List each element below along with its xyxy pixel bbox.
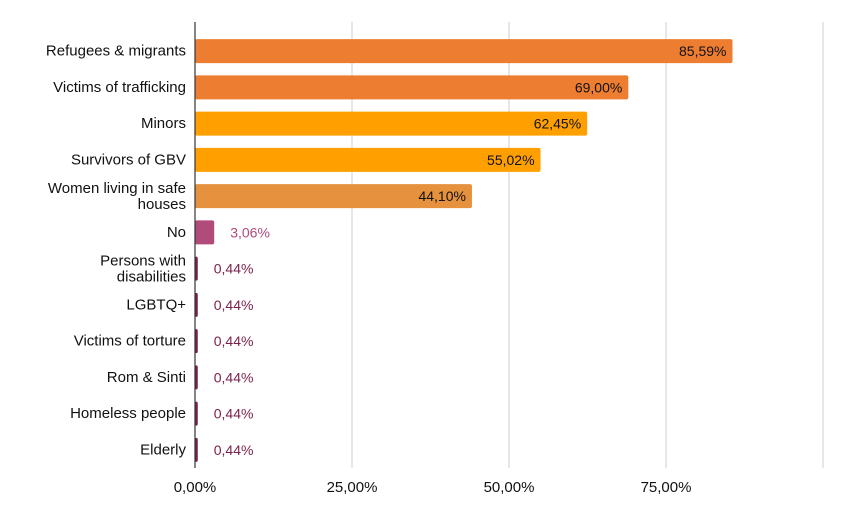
bar-2 [195,111,588,136]
value-label-9: 0,44% [214,369,254,385]
category-label-1: Victims of trafficking [53,79,186,96]
bars [195,39,733,462]
value-label-5: 3,06% [230,224,270,240]
bar-3 [195,147,541,172]
x-tick-label-0: 0,00% [174,479,217,496]
bar-4 [195,184,472,209]
x-tick-label-3: 75,00% [641,479,692,496]
category-label-5: No [167,224,186,241]
value-label-10: 0,44% [214,406,254,422]
category-label-4: Women living in safe houses [48,180,186,213]
x-tick-label-2: 50,00% [484,479,535,496]
axis: 0,00% 25,00% 50,00% 75,00% [174,22,692,496]
category-label-2: Minors [141,115,186,132]
x-tick-label-1: 25,00% [327,479,378,496]
bar-8 [195,329,198,354]
category-label-3: Survivors of GBV [71,151,186,168]
value-label-2: 62,45% [534,116,581,132]
value-label-7: 0,44% [214,297,254,313]
bar-10 [195,401,198,426]
value-label-0: 85,59% [679,43,726,59]
bar-0 [195,39,733,64]
bar-1 [195,75,629,100]
bar-11 [195,437,198,462]
value-label-4: 44,10% [418,188,465,204]
category-label-0: Refugees & migrants [46,43,186,60]
category-label-11: Elderly [140,441,186,458]
category-label-6: Persons with disabilities [100,252,186,285]
value-label-1: 69,00% [575,79,622,95]
category-label-9: Rom & Sinti [107,369,186,386]
value-label-11: 0,44% [214,442,254,458]
category-label-10: Homeless people [70,405,186,422]
bar-7 [195,292,198,317]
value-label-8: 0,44% [214,333,254,349]
labels: Refugees & migrants 85,59% Victims of traf… [46,43,727,459]
category-label-8: Victims of torture [74,333,186,350]
bar-5 [195,220,215,245]
category-label-7: LGBTQ+ [126,296,186,313]
value-label-6: 0,44% [214,261,254,277]
value-label-3: 55,02% [487,152,534,168]
bar-9 [195,365,198,390]
bar-6 [195,256,198,281]
